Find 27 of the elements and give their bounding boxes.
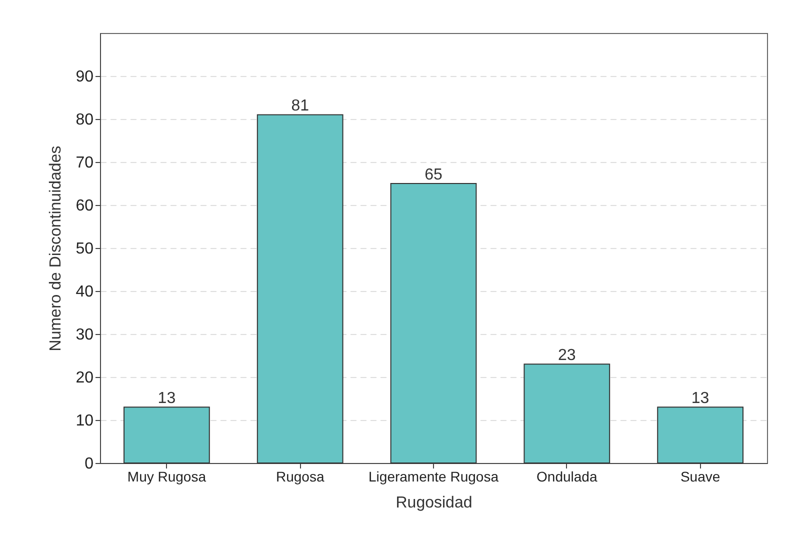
- bar: [524, 364, 610, 464]
- x-tick-label: Suave: [680, 468, 720, 484]
- y-tick-label: 0: [84, 456, 94, 472]
- data-label: 81: [291, 98, 310, 115]
- y-tick-label: 70: [76, 154, 94, 172]
- bar: [124, 406, 210, 464]
- y-tick-label: 50: [76, 240, 94, 258]
- y-axis-title: Numero de Discontinuidades: [48, 146, 65, 352]
- data-label: 13: [691, 390, 710, 408]
- x-tick-label: Muy Rugosa: [127, 468, 206, 484]
- bar: [256, 114, 344, 464]
- y-tick-label: 90: [76, 68, 94, 86]
- data-label: 13: [158, 390, 176, 408]
- y-tick-label: 40: [76, 284, 94, 300]
- bar: [390, 183, 477, 464]
- y-tick-label: 60: [76, 198, 94, 214]
- bar: [657, 406, 744, 464]
- x-axis-title: Rugosidad: [396, 494, 472, 512]
- x-tick-label: Ligeramente Rugosa: [368, 468, 499, 484]
- y-tick-label: 10: [76, 412, 94, 430]
- data-label: 65: [424, 166, 442, 184]
- y-tick-label: 20: [76, 370, 94, 386]
- y-tick-label: 80: [76, 112, 94, 128]
- data-label: 23: [558, 347, 576, 364]
- x-tick-label: Ondulada: [536, 468, 598, 484]
- y-tick-label: 30: [76, 326, 94, 344]
- x-tick-label: Rugosa: [276, 468, 324, 484]
